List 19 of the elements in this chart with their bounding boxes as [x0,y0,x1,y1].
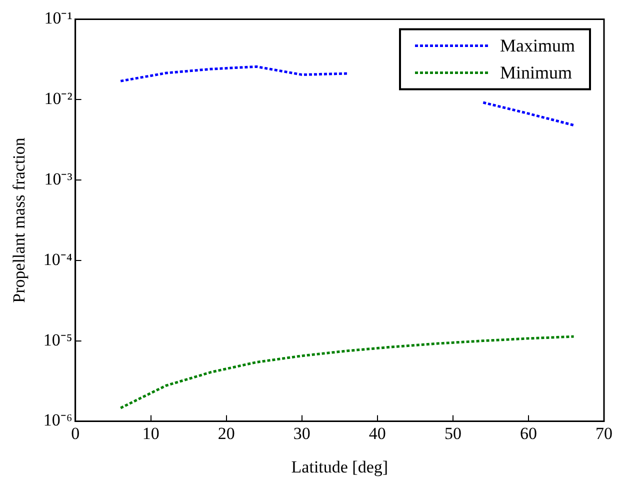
y-tick-label: 10⁻⁴ [43,250,72,269]
x-tick-label: 10 [142,424,160,443]
x-tick-label: 20 [218,424,235,443]
y-tick-label: 10⁻⁵ [43,330,72,350]
x-tick-label: 60 [520,424,537,443]
y-axis-title: Propellant mass fraction [10,137,29,303]
y-tick-label: 10⁻⁶ [43,410,72,430]
line-series [119,335,576,410]
y-tick-label: 10⁻² [44,89,72,108]
legend-label: Minimum [500,62,572,82]
y-tick-label: 10⁻¹ [44,8,72,28]
x-tick-label: 50 [444,424,462,443]
x-axis-title: Latitude [deg] [291,457,388,476]
x-tick-label: 0 [71,424,80,443]
y-tick-label: 10⁻³ [44,169,72,188]
legend-label: Maximum [500,35,576,56]
x-tick-label: 70 [596,424,612,443]
x-tick-label: 30 [293,424,310,443]
x-tick-label: 40 [368,424,386,443]
